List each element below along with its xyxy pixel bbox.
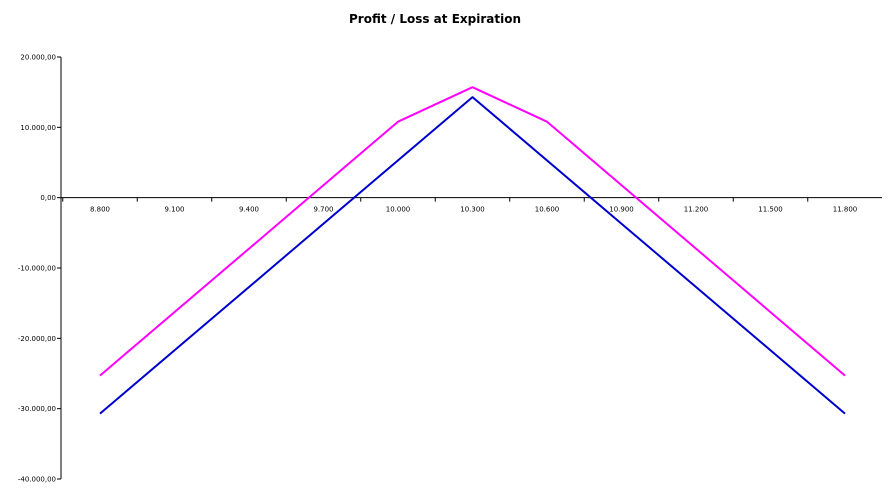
y-tick-label: 20.000,00 <box>20 54 56 62</box>
x-tick-label: 9.100 <box>164 206 184 214</box>
y-tick-label: -40.000,00 <box>18 476 56 484</box>
x-tick-label: 11.800 <box>833 206 858 214</box>
x-tick-label: 10.600 <box>535 206 560 214</box>
x-tick-label: 11.200 <box>684 206 709 214</box>
y-tick-label: -10.000,00 <box>18 265 56 273</box>
x-tick-label: 10.900 <box>609 206 634 214</box>
series-line-2 <box>99 96 846 415</box>
x-tick-label: 11.500 <box>758 206 783 214</box>
x-tick-label: 8.800 <box>90 206 110 214</box>
y-tick-label: 10.000,00 <box>20 124 56 132</box>
x-tick-label: 10.000 <box>386 206 411 214</box>
y-tick-label: 0,00 <box>40 194 56 202</box>
x-axis: 8.800 9.100 9.400 9.700 10.000 10.300 10.600 10… <box>61 197 882 214</box>
x-tick-label: 10.300 <box>460 206 485 214</box>
y-tick-label: -20.000,00 <box>18 335 56 343</box>
y-axis: 20.000,00 10.000,00 0,00 -10.000,00 -20.000,… <box>18 54 62 484</box>
series-line-1 <box>99 86 846 377</box>
chart-title: Profit / Loss at Expiration <box>349 12 521 26</box>
series-lines <box>99 86 846 415</box>
x-tick-label: 9.700 <box>313 206 333 214</box>
x-tick-label: 9.400 <box>239 206 259 214</box>
y-tick-label: -30.000,00 <box>18 405 56 413</box>
